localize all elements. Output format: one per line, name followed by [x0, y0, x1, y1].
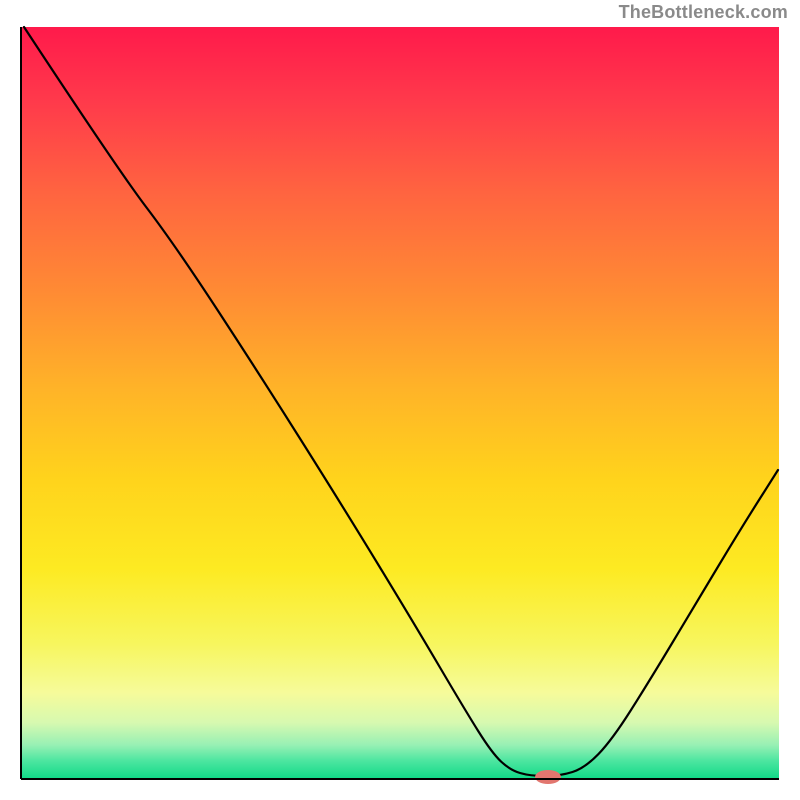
plot-background — [21, 27, 779, 779]
optimal-marker — [535, 770, 561, 784]
bottleneck-curve-chart — [0, 0, 800, 800]
watermark-text: TheBottleneck.com — [619, 2, 788, 23]
chart-container: TheBottleneck.com — [0, 0, 800, 800]
